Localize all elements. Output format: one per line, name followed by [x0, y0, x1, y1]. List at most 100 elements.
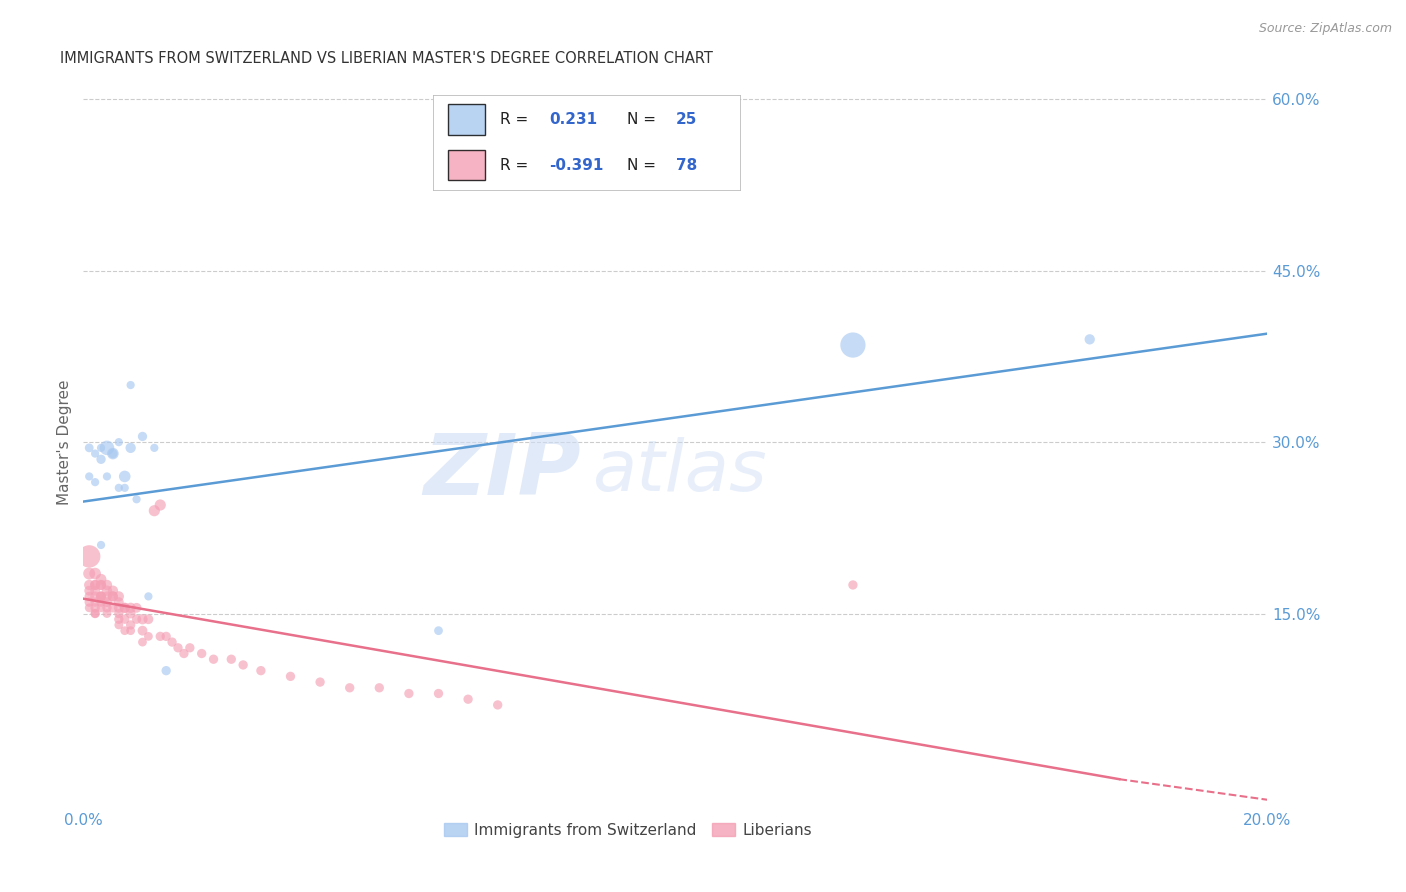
Point [427, 686, 450, 700]
Point [190, 647, 212, 661]
Point [96, 595, 118, 609]
Point [90, 595, 112, 609]
Point [96, 600, 118, 615]
Y-axis label: Master's Degree: Master's Degree [58, 379, 72, 505]
Point [96, 607, 118, 621]
Point [96, 578, 118, 592]
Point [155, 629, 177, 643]
Point [114, 469, 136, 483]
Point [90, 538, 112, 552]
Point [84, 578, 107, 592]
Point [131, 429, 153, 443]
Point [149, 498, 172, 512]
Point [90, 590, 112, 604]
Point [138, 590, 160, 604]
Point [84, 447, 107, 461]
Point [167, 640, 190, 655]
Point [77, 600, 100, 615]
Point [398, 686, 420, 700]
Point [101, 590, 124, 604]
Point [84, 595, 107, 609]
Point [101, 447, 124, 461]
Point [84, 590, 107, 604]
Point [486, 698, 509, 712]
Point [90, 578, 112, 592]
Point [280, 669, 302, 683]
Point [149, 629, 172, 643]
Point [250, 664, 273, 678]
Point [114, 612, 136, 626]
Legend: Immigrants from Switzerland, Liberians: Immigrants from Switzerland, Liberians [437, 817, 818, 844]
Point [84, 583, 107, 598]
Point [90, 452, 112, 467]
Point [90, 590, 112, 604]
Point [125, 612, 148, 626]
Point [120, 378, 142, 392]
Point [108, 600, 131, 615]
Point [143, 441, 166, 455]
Point [84, 600, 107, 615]
Point [101, 583, 124, 598]
Point [108, 607, 131, 621]
Text: Source: ZipAtlas.com: Source: ZipAtlas.com [1258, 22, 1392, 36]
Point [120, 441, 142, 455]
Point [90, 600, 112, 615]
Point [96, 441, 118, 455]
Point [77, 583, 100, 598]
Point [90, 572, 112, 586]
Point [101, 600, 124, 615]
Point [221, 652, 243, 666]
Point [77, 578, 100, 592]
Point [120, 607, 142, 621]
Point [101, 590, 124, 604]
Point [427, 624, 450, 638]
Point [77, 590, 100, 604]
Point [1078, 332, 1101, 346]
Point [339, 681, 361, 695]
Point [131, 624, 153, 638]
Point [108, 435, 131, 450]
Point [309, 675, 332, 690]
Point [143, 504, 166, 518]
Point [108, 590, 131, 604]
Point [114, 481, 136, 495]
Point [155, 664, 177, 678]
Point [125, 492, 148, 507]
Point [108, 618, 131, 632]
Point [84, 607, 107, 621]
Point [114, 600, 136, 615]
Point [138, 612, 160, 626]
Point [77, 549, 100, 564]
Point [120, 624, 142, 638]
Text: atlas: atlas [592, 437, 768, 506]
Point [84, 607, 107, 621]
Point [108, 612, 131, 626]
Point [202, 652, 225, 666]
Point [96, 590, 118, 604]
Point [90, 441, 112, 455]
Point [125, 600, 148, 615]
Point [108, 481, 131, 495]
Point [131, 612, 153, 626]
Point [108, 595, 131, 609]
Point [90, 590, 112, 604]
Point [114, 624, 136, 638]
Point [160, 635, 183, 649]
Point [90, 578, 112, 592]
Point [131, 635, 153, 649]
Point [842, 578, 865, 592]
Point [96, 469, 118, 483]
Text: IMMIGRANTS FROM SWITZERLAND VS LIBERIAN MASTER'S DEGREE CORRELATION CHART: IMMIGRANTS FROM SWITZERLAND VS LIBERIAN … [59, 51, 713, 66]
Point [842, 338, 865, 352]
Point [114, 600, 136, 615]
Point [120, 600, 142, 615]
Point [84, 566, 107, 581]
Point [179, 640, 201, 655]
Point [232, 657, 254, 672]
Point [173, 647, 195, 661]
Point [101, 447, 124, 461]
Point [77, 595, 100, 609]
Text: ZIP: ZIP [423, 430, 581, 513]
Point [77, 566, 100, 581]
Point [120, 618, 142, 632]
